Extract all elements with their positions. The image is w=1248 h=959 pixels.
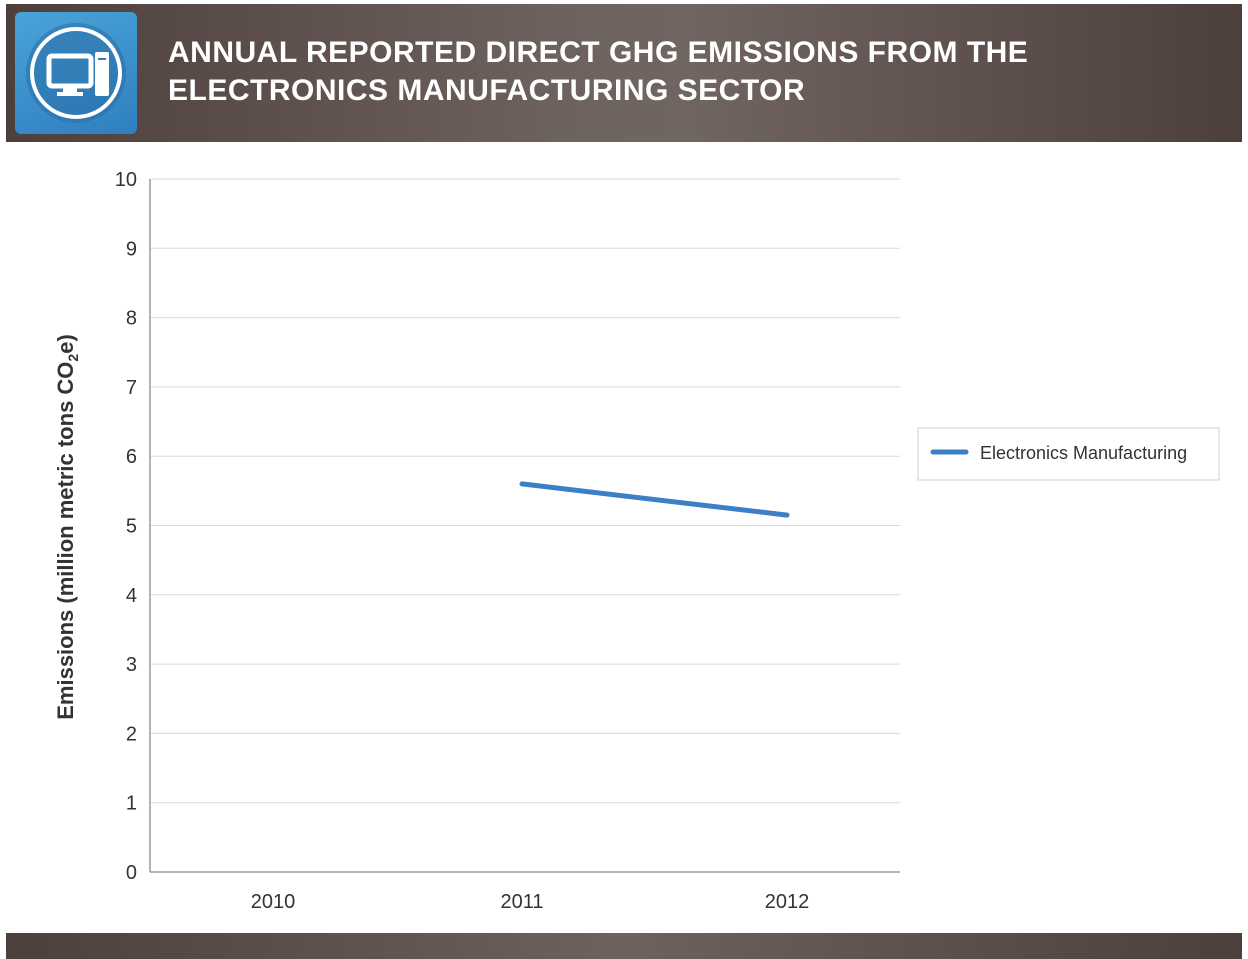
title-line-2: ELECTRONICS MANUFACTURING SECTOR	[168, 74, 806, 107]
y-axis-label: Emissions (million metric tons CO2e)	[53, 334, 81, 720]
x-tick-label: 2011	[500, 891, 543, 913]
legend-label: Electronics Manufacturing	[980, 443, 1187, 463]
legend-box	[917, 427, 1220, 481]
y-tick-label: 10	[115, 169, 137, 191]
series-lines	[519, 481, 790, 518]
axes	[149, 179, 900, 873]
y-tick-label: 5	[126, 516, 137, 538]
y-tick-label: 3	[126, 654, 137, 676]
y-tick-label: 0	[126, 862, 137, 884]
grid-lines	[150, 178, 900, 804]
y-tick-label: 1	[126, 793, 137, 815]
footer-bar	[6, 933, 1242, 959]
header-banner: ANNUAL REPORTED DIRECT GHG EMISSIONS FRO…	[6, 4, 1242, 142]
icon-tile	[15, 12, 137, 134]
y-tick-labels: 0 1 2 3 4 5 6 7 8 9 10	[115, 169, 137, 884]
x-tick-label: 2010	[251, 891, 296, 913]
x-tick-label: 2012	[765, 891, 810, 913]
computer-icon	[26, 23, 126, 123]
chart-title: ANNUAL REPORTED DIRECT GHG EMISSIONS FRO…	[168, 34, 1208, 110]
y-tick-label: 2	[126, 723, 137, 745]
y-tick-label: 4	[126, 585, 137, 607]
title-line-1: ANNUAL REPORTED DIRECT GHG EMISSIONS FRO…	[168, 36, 1029, 69]
y-tick-label: 9	[126, 238, 137, 260]
y-tick-label: 8	[126, 308, 137, 330]
y-tick-label: 6	[126, 446, 137, 468]
y-tick-label: 7	[126, 377, 137, 399]
series-line-electronics-manufacturing	[519, 481, 790, 518]
x-tick-labels: 2010 2011 2012	[251, 891, 810, 913]
legend: Electronics Manufacturing	[917, 427, 1220, 481]
